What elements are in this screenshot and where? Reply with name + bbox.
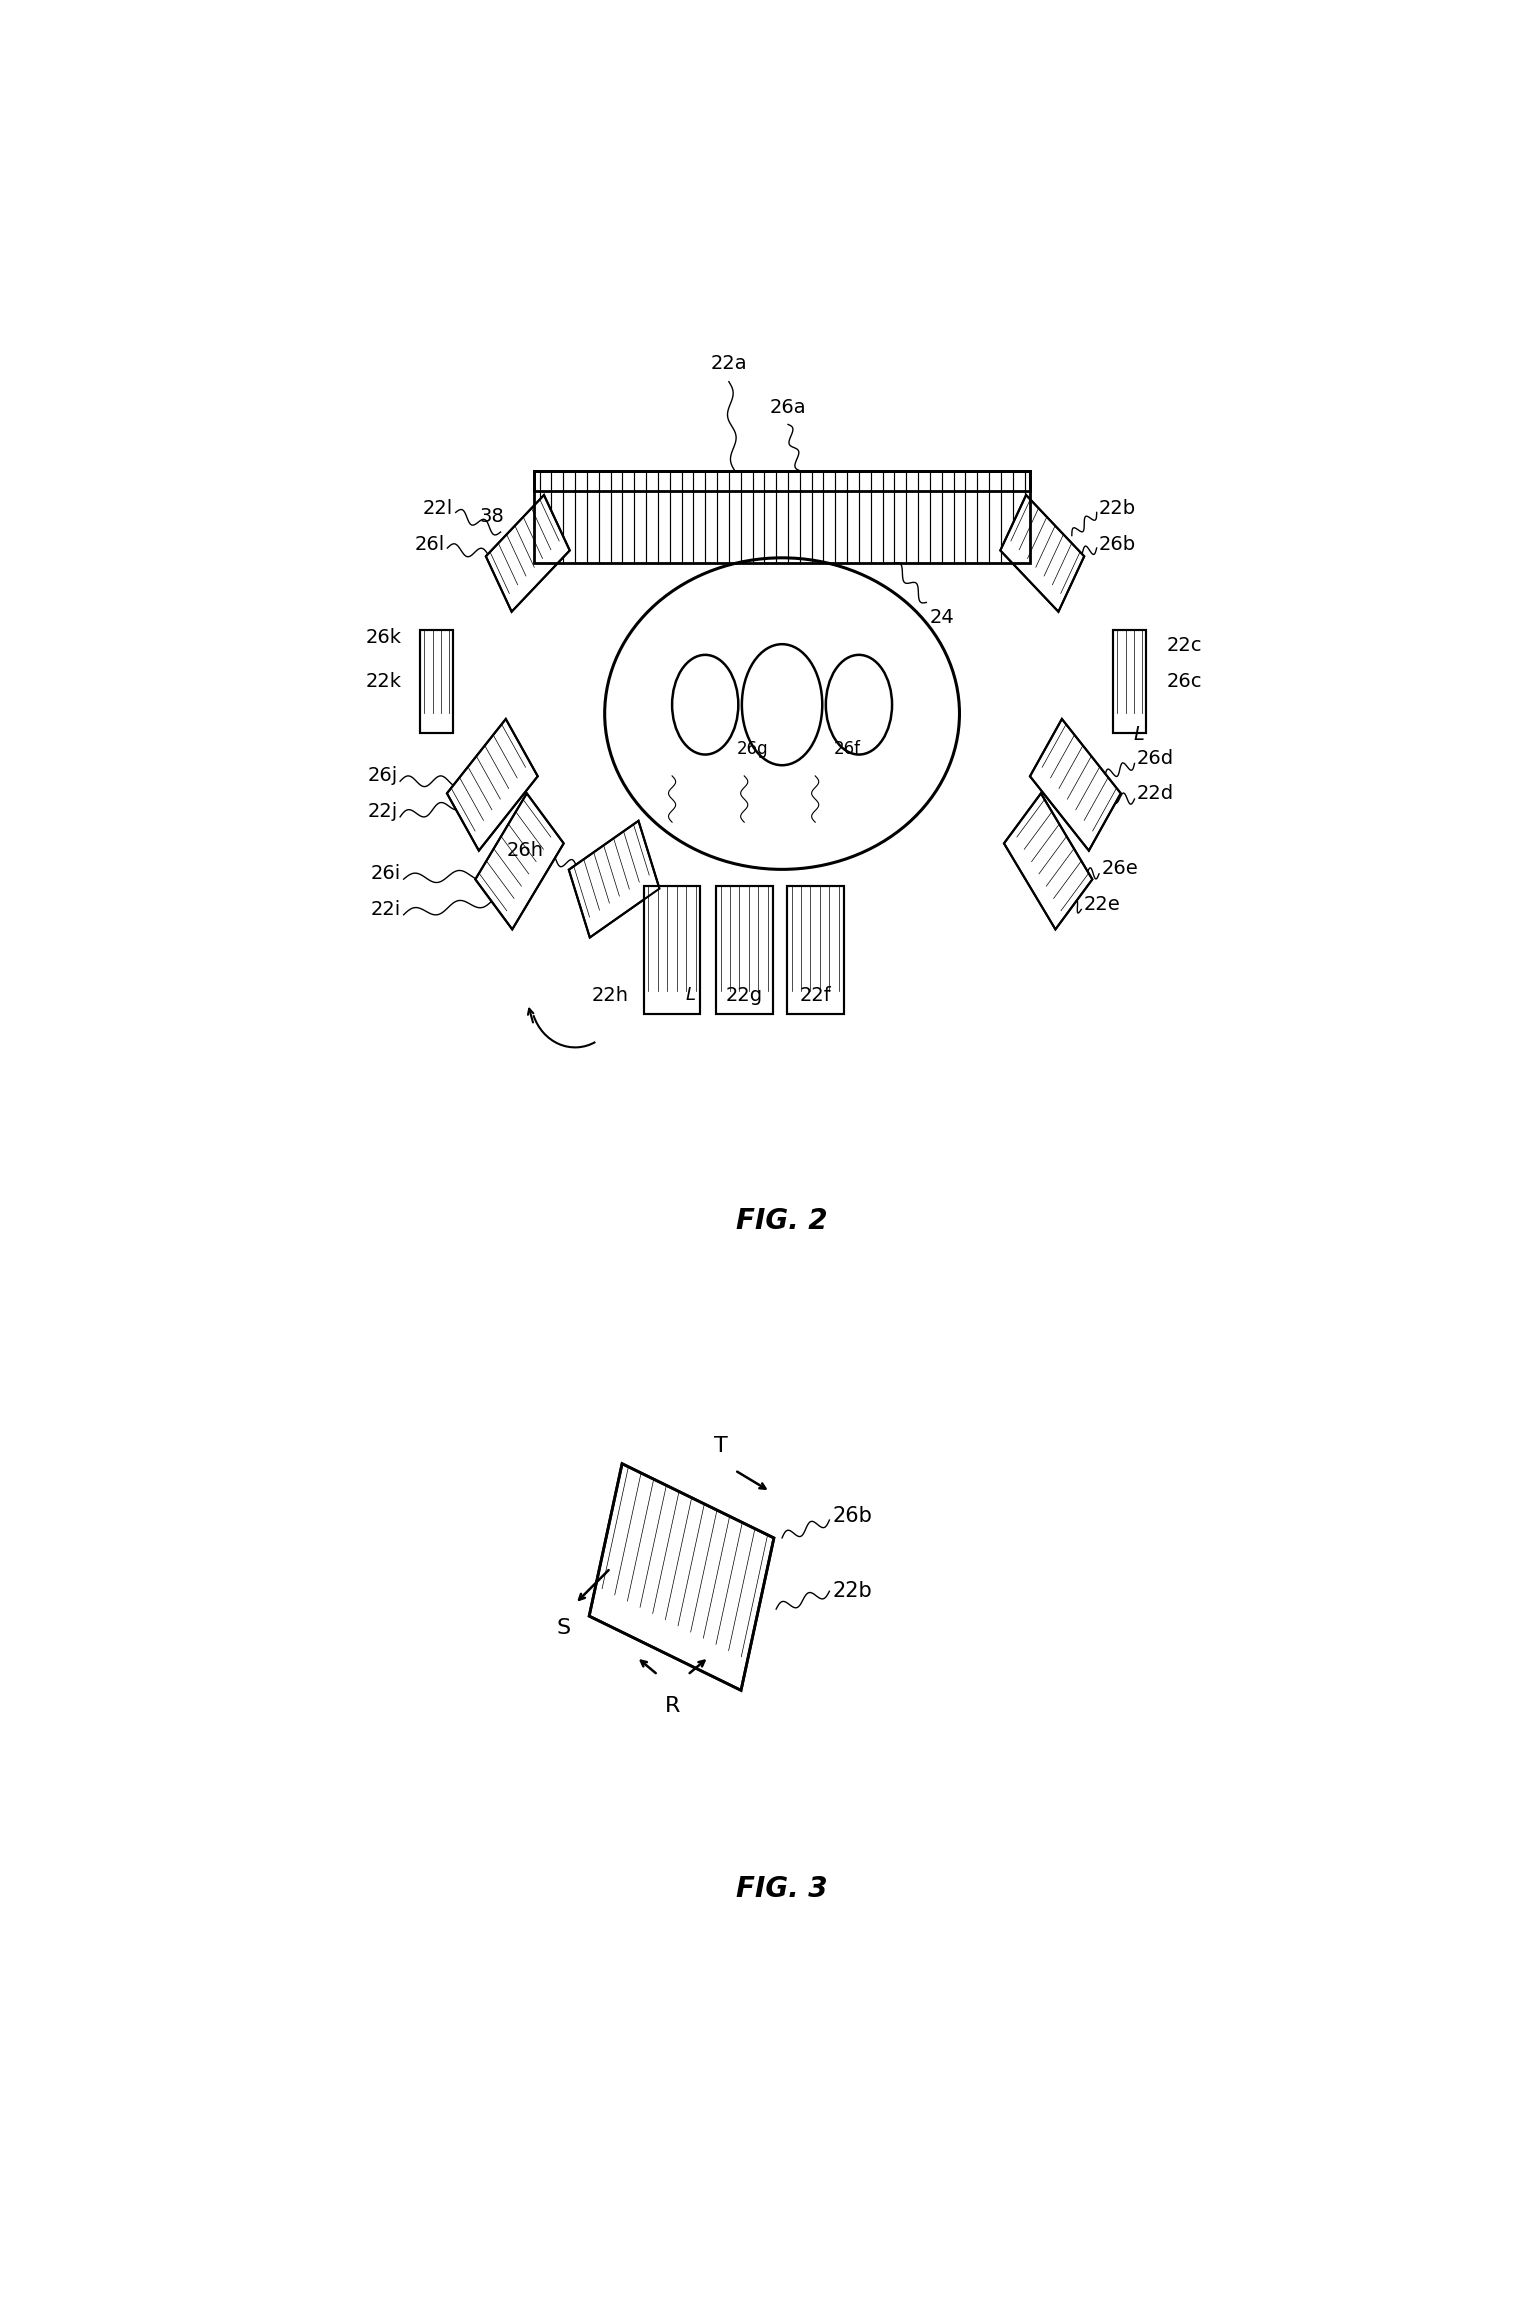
Text: 26h: 26h <box>507 842 543 860</box>
Bar <box>644 885 700 1015</box>
Bar <box>485 495 569 613</box>
Bar <box>1004 793 1093 929</box>
Bar <box>569 821 659 936</box>
Bar <box>476 793 563 929</box>
Text: 24: 24 <box>929 608 954 627</box>
Text: R: R <box>665 1697 681 1716</box>
Text: 22a: 22a <box>711 354 748 372</box>
Bar <box>447 719 537 851</box>
Text: 22b: 22b <box>1099 499 1137 518</box>
Bar <box>589 1463 774 1690</box>
Bar <box>716 885 772 1015</box>
Text: 22i: 22i <box>371 899 401 918</box>
Text: 26i: 26i <box>371 865 401 883</box>
Text: 22j: 22j <box>368 802 398 821</box>
Bar <box>1030 719 1120 851</box>
Bar <box>569 821 659 936</box>
Bar <box>1114 629 1146 733</box>
Bar <box>787 885 844 1015</box>
Text: FIG. 3: FIG. 3 <box>737 1875 827 1903</box>
Bar <box>534 472 1030 564</box>
Text: 22b: 22b <box>833 1581 873 1602</box>
Bar <box>716 885 772 1015</box>
Text: 26c: 26c <box>1166 673 1202 691</box>
Text: 26a: 26a <box>769 398 806 416</box>
Bar <box>476 793 563 929</box>
Text: 38: 38 <box>479 509 504 527</box>
Bar <box>589 1463 774 1690</box>
Text: 26e: 26e <box>1102 860 1138 879</box>
Text: S: S <box>555 1618 571 1637</box>
Text: 26b: 26b <box>1099 534 1137 555</box>
Text: 22h: 22h <box>592 985 629 1006</box>
Text: 22l: 22l <box>423 499 453 518</box>
Bar <box>1001 495 1083 613</box>
Bar <box>787 885 844 1015</box>
Text: 26j: 26j <box>368 765 398 786</box>
Bar <box>420 629 453 733</box>
Text: 26f: 26f <box>833 740 861 758</box>
Text: L: L <box>1134 726 1144 744</box>
Bar <box>534 472 1030 490</box>
Text: 22e: 22e <box>1083 895 1120 913</box>
Text: 22c: 22c <box>1166 636 1202 654</box>
Text: L: L <box>685 985 696 1003</box>
Text: 26l: 26l <box>415 534 446 555</box>
Text: 26g: 26g <box>737 740 768 758</box>
Text: FIG. 2: FIG. 2 <box>737 1207 827 1235</box>
Text: 22k: 22k <box>365 673 401 691</box>
Text: 26b: 26b <box>833 1507 873 1526</box>
Bar <box>644 885 700 1015</box>
Bar <box>447 719 537 851</box>
Text: 22d: 22d <box>1137 784 1173 802</box>
Bar <box>1030 719 1120 851</box>
Bar <box>1114 629 1146 733</box>
Bar <box>420 629 453 733</box>
Bar <box>1004 793 1093 929</box>
Bar <box>1001 495 1083 613</box>
Text: T: T <box>714 1436 728 1457</box>
Text: 26d: 26d <box>1137 749 1173 768</box>
Text: 26k: 26k <box>365 627 401 647</box>
Text: 22g: 22g <box>726 985 763 1006</box>
Bar <box>485 495 569 613</box>
Text: 22f: 22f <box>800 985 832 1006</box>
